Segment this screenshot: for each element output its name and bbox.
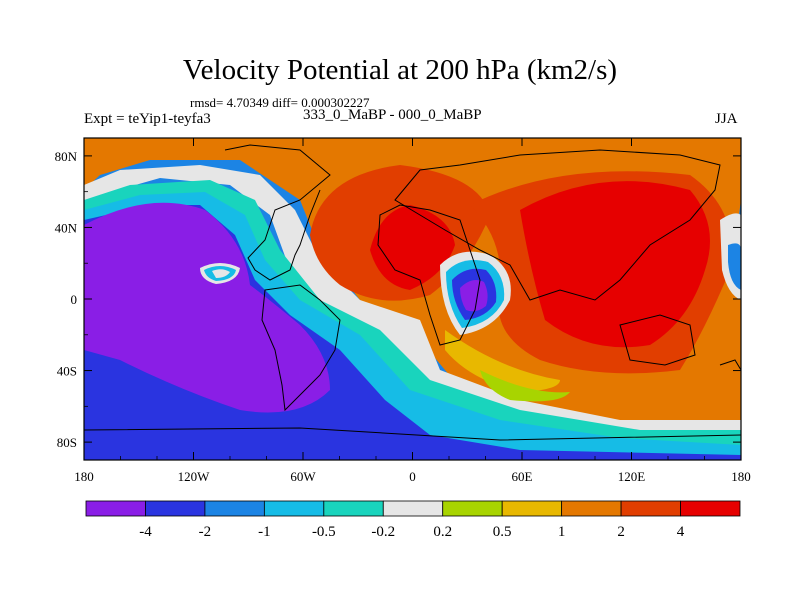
colorbar-label: -0.5: [312, 524, 336, 540]
y-tick-label: 0: [71, 292, 78, 307]
contour-region-10: [520, 181, 710, 348]
contour-region-11: [445, 330, 560, 392]
contour-region-12: [480, 370, 570, 402]
season-label: JJA: [715, 111, 738, 127]
colorbar-swatch: [85, 500, 146, 517]
x-tick-label: 60W: [290, 469, 316, 484]
colorbar-label: -4: [139, 524, 152, 540]
colorbar-swatch: [442, 500, 503, 517]
x-tick-label: 120W: [178, 469, 211, 484]
contour-region-8: [370, 205, 455, 290]
colorbar-swatch: [680, 500, 741, 517]
case-difference-label: 333_0_MaBP - 000_0_MaBP: [303, 107, 482, 123]
experiment-label: Expt = teYip1-teyfa3: [84, 111, 211, 127]
y-tick-label: 40S: [57, 364, 77, 379]
coastline-5: [619, 314, 696, 366]
contour-region-16: [460, 280, 488, 312]
x-axis: 180 120W 60W 0 60E 120E 180: [74, 138, 751, 484]
colorbar-swatch: [620, 500, 681, 517]
colorbar: -4 -2 -1 -0.5 -0.2 0.2 0.5 1 2 4: [85, 500, 741, 540]
colorbar-label: 0.5: [493, 524, 512, 540]
y-tick-label: 80S: [57, 435, 77, 450]
coastline-6: [84, 427, 741, 441]
colorbar-swatch: [501, 500, 563, 517]
colorbar-swatch: [204, 500, 265, 517]
x-tick-label: 0: [409, 469, 416, 484]
y-tick-label: 80N: [55, 149, 78, 164]
colorbar-label: -1: [258, 524, 271, 540]
chart-title: Velocity Potential at 200 hPa (km2/s): [182, 54, 618, 86]
colorbar-swatch: [561, 500, 622, 517]
colorbar-swatch: [263, 500, 325, 517]
coastline-3: [377, 204, 481, 346]
colorbar-label: 4: [677, 524, 685, 540]
colorbar-swatch: [323, 500, 384, 517]
contour-region-19: [212, 269, 230, 278]
contour-region-21: [728, 243, 741, 290]
colorbar-label: -2: [199, 524, 212, 540]
colorbar-label: -0.2: [371, 524, 395, 540]
x-tick-label: 180: [731, 469, 751, 484]
rmsd-diff-stats: rmsd= 4.70349 diff= 0.000302227: [190, 95, 370, 110]
colorbar-swatch: [145, 500, 206, 517]
colorbar-label: 2: [617, 524, 625, 540]
colorbar-label: 1: [558, 524, 566, 540]
coastline-7: [719, 359, 741, 371]
x-tick-label: 60E: [512, 469, 533, 484]
x-tick-label: 180: [74, 469, 94, 484]
y-tick-label: 40N: [55, 220, 78, 235]
coastlines: [84, 144, 741, 441]
coastline-4: [394, 149, 721, 301]
colorbar-label: 0.2: [433, 524, 452, 540]
contour-fill-field: [84, 138, 741, 460]
colorbar-swatch: [382, 500, 444, 517]
x-tick-label: 120E: [618, 469, 646, 484]
coastline-2: [261, 284, 341, 412]
coastline-1: [224, 144, 331, 281]
contour-region-6: [84, 202, 330, 413]
y-axis: 80N 40N 0 40S 80S: [55, 149, 741, 450]
